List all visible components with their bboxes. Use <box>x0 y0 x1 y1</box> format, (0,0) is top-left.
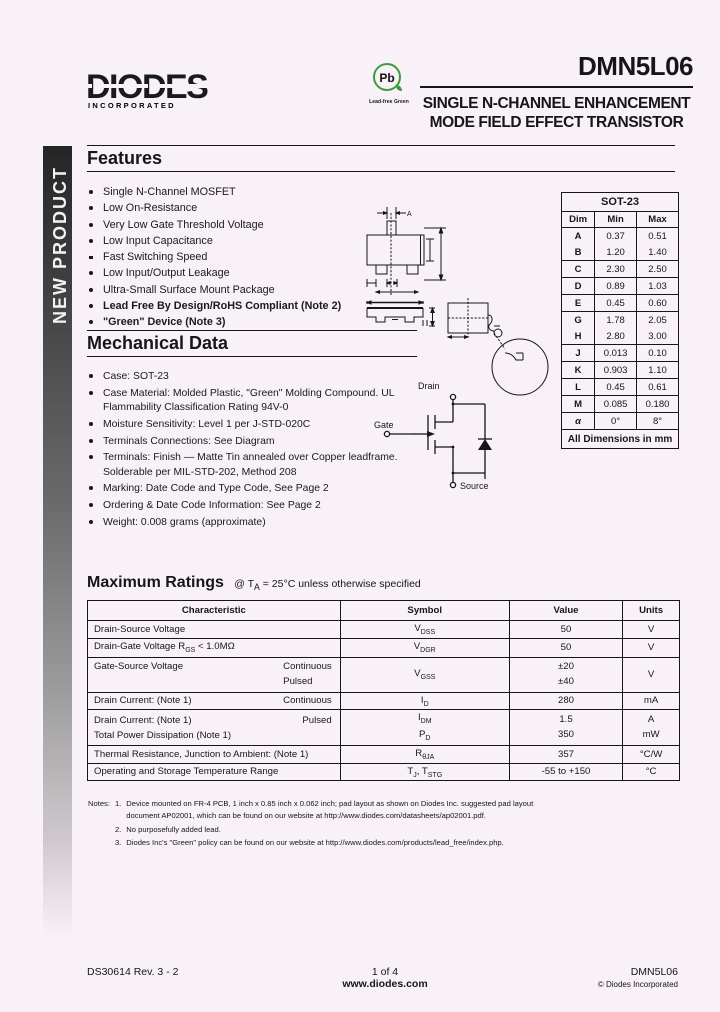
svg-text:S: S <box>410 268 414 274</box>
svg-text:Gate: Gate <box>374 420 394 430</box>
svg-text:H: H <box>392 295 397 302</box>
svg-text:A: A <box>407 211 412 218</box>
svg-text:α: α <box>525 375 529 382</box>
svg-text:L: L <box>454 339 457 345</box>
svg-text:D: D <box>379 268 384 274</box>
svg-text:J: J <box>422 328 425 334</box>
svg-text:C: C <box>444 252 449 259</box>
svg-text:TOP VIEW: TOP VIEW <box>393 249 418 255</box>
svg-text:Pb: Pb <box>379 71 394 85</box>
svg-text:K: K <box>434 314 439 321</box>
svg-text:Source: Source <box>460 481 489 491</box>
svg-text:E: E <box>365 273 369 279</box>
svg-text:M: M <box>500 318 505 325</box>
svg-text:Drain: Drain <box>418 382 440 391</box>
svg-text:B: B <box>427 248 431 255</box>
